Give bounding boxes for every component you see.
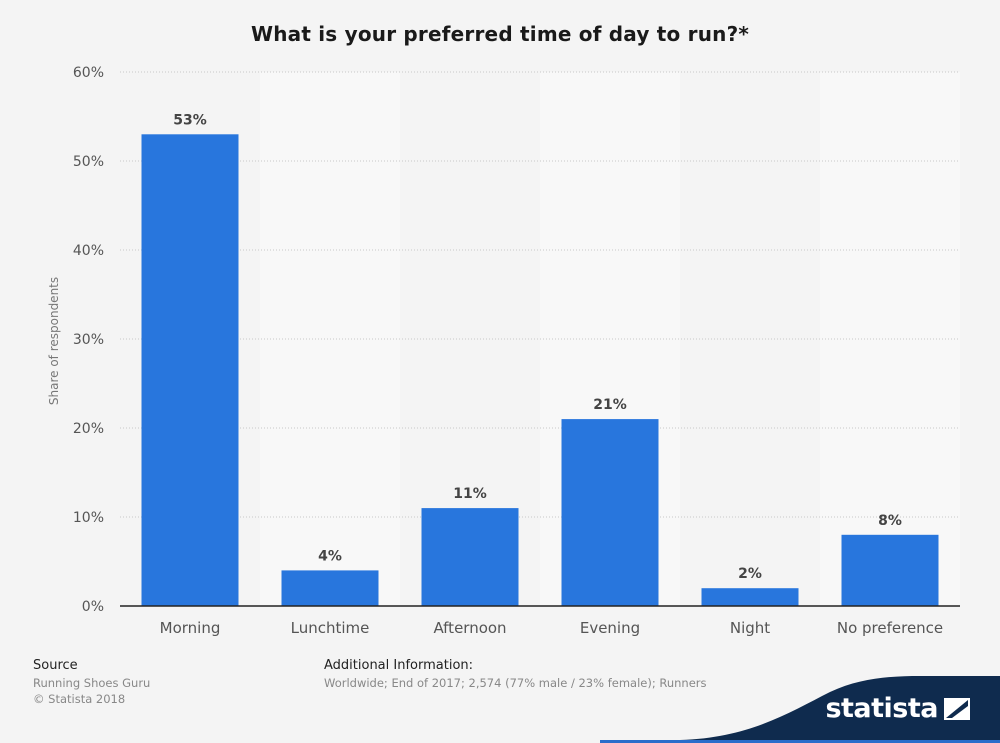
y-tick-label: 10% [73, 510, 104, 526]
bar-no-preference [841, 534, 939, 606]
statista-logo-icon [944, 697, 970, 720]
y-axis-label: Share of respondents [47, 277, 61, 405]
x-tick-label: Evening [580, 619, 640, 637]
y-tick-label: 30% [73, 332, 104, 348]
copyright-notice: © Statista 2018 [33, 692, 126, 706]
additional-info-heading: Additional Information: [324, 658, 474, 673]
source-name: Running Shoes Guru [33, 676, 151, 690]
bar-value-label: 4% [318, 548, 342, 564]
bar-value-label: 21% [593, 397, 627, 413]
bar-evening [561, 419, 659, 606]
chart-title: What is your preferred time of day to ru… [250, 22, 750, 46]
y-tick-label: 40% [73, 243, 104, 259]
bar-chart: 0% 10% 20% 30% 40% 50% 60% 53% Morning 4% Lunchtim… [47, 65, 960, 637]
y-tick-label: 20% [73, 421, 104, 437]
bar-value-label: 8% [878, 513, 902, 529]
x-tick-label: Lunchtime [291, 619, 370, 637]
statista-logo[interactable]: statista [825, 693, 970, 724]
x-tick-label: Morning [160, 619, 221, 637]
bar-value-label: 2% [738, 566, 762, 582]
brand-wave-shape [600, 676, 1000, 743]
x-tick-label: Night [730, 619, 770, 637]
bar-value-label: 53% [173, 112, 207, 128]
source-heading: Source [33, 658, 78, 673]
x-tick-label: No preference [837, 619, 943, 637]
y-tick-label: 0% [82, 599, 104, 615]
y-tick-label: 60% [73, 65, 104, 81]
x-tick-label: Afternoon [433, 619, 506, 637]
brand-wave-accent [600, 740, 1000, 743]
bar-lunchtime [281, 570, 379, 606]
bar-value-label: 11% [453, 486, 487, 502]
y-tick-label: 50% [73, 154, 104, 170]
statista-logo-text: statista [825, 693, 938, 724]
brand-wave-fill [680, 676, 1000, 740]
bar-night [701, 588, 799, 606]
additional-info-text: Worldwide; End of 2017; 2,574 (77% male … [324, 676, 707, 690]
bar-afternoon [421, 508, 519, 606]
bar-morning [141, 134, 239, 607]
